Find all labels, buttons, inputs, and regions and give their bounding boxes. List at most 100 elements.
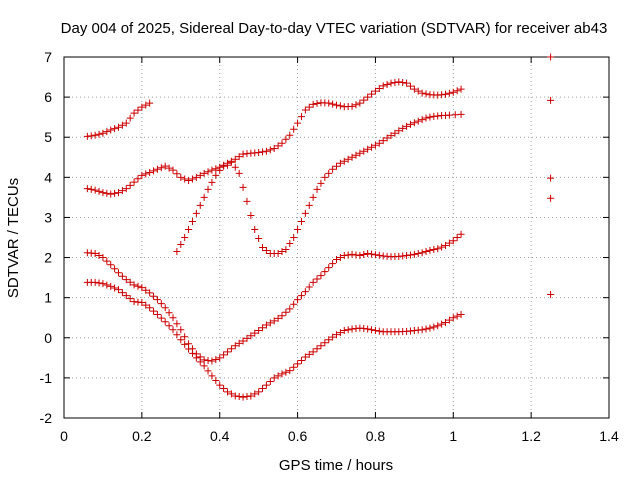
data-point [422, 114, 430, 122]
data-point [336, 329, 344, 337]
data-point [266, 377, 274, 385]
data-point [95, 252, 103, 260]
data-point [356, 252, 364, 260]
data-point [227, 157, 235, 165]
data-point [103, 257, 111, 265]
data-point [177, 241, 185, 249]
data-point [165, 164, 173, 172]
data-point [336, 159, 344, 167]
data-point [103, 281, 111, 289]
x-tick-label: 0.4 [210, 428, 230, 444]
data-point [410, 85, 418, 93]
data-point [126, 114, 134, 122]
data-point [95, 187, 103, 195]
data-point [457, 230, 465, 238]
data-point [449, 88, 457, 96]
data-point [181, 333, 189, 341]
data-point [449, 237, 457, 245]
data-point [399, 124, 407, 132]
data-point [547, 194, 555, 202]
data-point [266, 146, 274, 154]
series-isolated [547, 53, 555, 298]
data-point [126, 181, 134, 189]
data-point [188, 175, 196, 183]
data-point [208, 166, 216, 174]
data-point [403, 122, 411, 130]
data-point [364, 145, 372, 153]
data-point [418, 89, 426, 97]
data-point [115, 123, 122, 131]
data-point [290, 363, 298, 371]
data-point [333, 162, 340, 170]
data-point [231, 155, 239, 163]
data-point [220, 351, 228, 359]
data-point [251, 225, 259, 233]
data-point [379, 82, 387, 90]
data-point [418, 249, 426, 257]
data-point [395, 78, 403, 86]
data-point [270, 144, 278, 152]
data-point [399, 78, 407, 86]
data-point [391, 78, 399, 86]
data-point [247, 211, 255, 219]
data-point [157, 314, 165, 322]
data-point [243, 393, 251, 401]
data-point [259, 324, 267, 332]
data-point [259, 244, 267, 252]
data-point [410, 250, 418, 258]
data-point [99, 254, 107, 262]
data-point [142, 101, 150, 109]
data-point [438, 320, 446, 328]
y-tick-label: 4 [44, 169, 52, 185]
data-point [547, 290, 555, 298]
data-point [375, 251, 383, 259]
data-point [200, 356, 208, 364]
data-point [325, 264, 333, 272]
x-tick-label: 1.2 [521, 428, 541, 444]
data-point [204, 168, 212, 176]
data-point [138, 298, 146, 306]
data-point [294, 360, 302, 368]
data-point [177, 336, 185, 344]
data-point [426, 113, 434, 121]
data-points [83, 53, 555, 401]
data-point [134, 106, 142, 114]
data-point [383, 134, 391, 142]
y-tick-labels: -2 -1 0 1 2 3 4 5 6 7 [40, 49, 53, 426]
data-point [286, 305, 294, 313]
data-point [286, 367, 294, 375]
y-tick-label: 3 [44, 209, 52, 225]
data-point [200, 193, 208, 201]
data-point [336, 254, 344, 262]
data-point [442, 242, 449, 250]
data-point [352, 101, 360, 109]
axis-ticks [63, 56, 610, 419]
data-point [309, 193, 317, 201]
data-point [91, 278, 99, 286]
data-point [251, 390, 259, 398]
x-tick-label: 0.8 [366, 428, 386, 444]
data-point [111, 265, 119, 273]
data-point [317, 272, 325, 280]
data-point [274, 250, 282, 258]
data-point [224, 159, 231, 167]
data-point [165, 309, 173, 317]
data-point [278, 139, 286, 147]
data-point [111, 284, 119, 292]
data-point [231, 342, 239, 350]
data-point [138, 171, 146, 179]
data-point [368, 250, 376, 258]
data-point [107, 126, 115, 134]
data-point [297, 292, 305, 300]
data-point [290, 300, 298, 308]
data-point [192, 173, 200, 181]
x-tick-label: 1 [449, 428, 457, 444]
data-point [146, 304, 154, 312]
data-point [227, 345, 235, 353]
data-point [138, 284, 146, 292]
data-point [457, 85, 465, 93]
x-tick-label: 0.2 [132, 428, 152, 444]
data-point [95, 130, 103, 138]
data-point [91, 250, 99, 258]
series-track-c [173, 110, 465, 258]
